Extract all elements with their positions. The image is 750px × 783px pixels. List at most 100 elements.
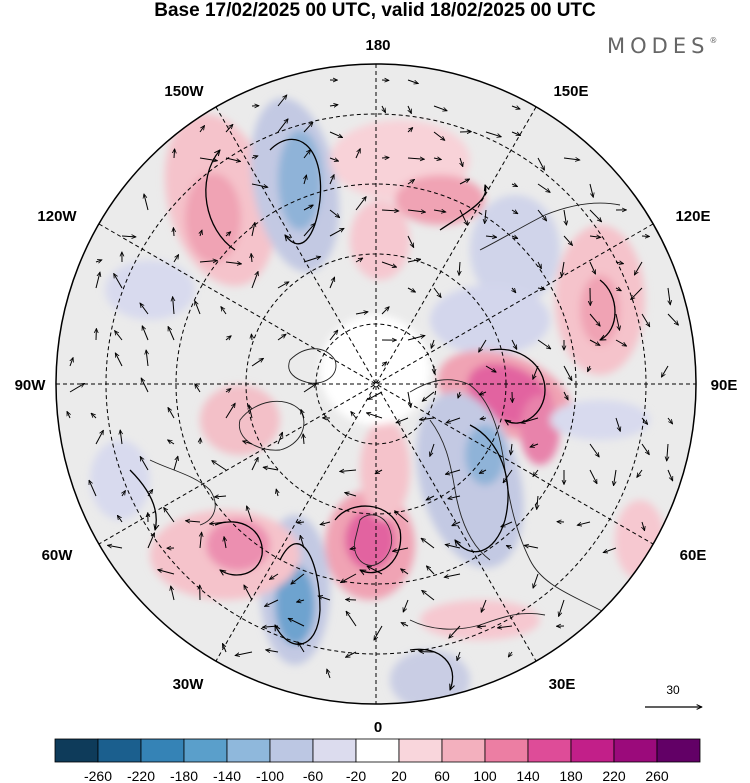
wind-arrow <box>304 175 307 185</box>
lon-label-120w: 120W <box>37 208 77 225</box>
wind-arrow <box>303 122 313 133</box>
wind-arrow <box>355 312 368 314</box>
colorbar-swatch <box>226 738 271 763</box>
wind-arrow <box>396 417 409 423</box>
wind-arrow <box>122 491 125 497</box>
wind-arrow <box>588 365 590 372</box>
colorbar-swatch <box>441 738 486 763</box>
wind-arrow <box>433 105 447 111</box>
wind-arrow <box>407 259 421 262</box>
wind-arrow <box>173 228 174 237</box>
wind-arrow <box>277 282 289 289</box>
wind-arrow <box>327 669 330 679</box>
wind-arrow <box>340 470 357 472</box>
registered-mark: ® <box>709 36 718 45</box>
wind-arrow <box>634 261 643 275</box>
wind-arrow <box>533 573 539 588</box>
wind-arrow <box>631 287 643 300</box>
wind-arrow <box>615 339 627 346</box>
wind-arrow <box>276 489 278 497</box>
wind-arrow <box>589 469 597 484</box>
wind-arrow <box>346 651 357 658</box>
colorbar-swatch <box>269 738 314 763</box>
wind-arrow <box>147 533 155 549</box>
wind-arrow <box>511 131 521 136</box>
wind-arrow <box>368 391 383 399</box>
wind-arrow <box>329 105 338 106</box>
wind-arrow <box>615 288 621 291</box>
wind-arrow <box>173 255 179 263</box>
wind-arrow <box>121 236 136 237</box>
wind-arrow <box>225 262 242 264</box>
wind-arrow <box>433 287 441 298</box>
wind-arrow <box>533 469 539 477</box>
wind-arrow <box>158 570 175 575</box>
wind-arrow <box>537 288 545 289</box>
wind-arrow <box>563 235 573 245</box>
wind-arrow <box>444 573 461 577</box>
wind-arrow <box>511 184 518 188</box>
wind-arrow <box>303 257 321 263</box>
wind-arrow <box>407 128 413 133</box>
wind-arrow <box>329 277 335 289</box>
wind-arrow <box>251 457 259 471</box>
wind-arrow <box>225 403 235 419</box>
wind-arrow <box>346 600 357 601</box>
wind-arrow <box>485 131 501 137</box>
wind-arrow <box>485 236 497 237</box>
wind-arrow <box>225 157 241 162</box>
colorbar-tick-label: -140 <box>213 768 241 783</box>
colorbar-tick-label: 140 <box>516 768 540 783</box>
wind-arrow <box>329 330 338 341</box>
wind-arrow <box>199 261 217 263</box>
wind-arrow <box>538 261 542 269</box>
wind-arrow <box>251 254 252 263</box>
wind-arrow <box>395 511 409 523</box>
colorbar-tick-label: 20 <box>391 768 407 783</box>
wind-arrow <box>537 209 547 221</box>
wind-arrow <box>667 417 673 424</box>
wind-arrow <box>291 573 305 584</box>
colorbar-swatch <box>613 738 658 763</box>
wind-arrow <box>235 651 253 656</box>
lon-label-30w: 30W <box>173 676 205 693</box>
wind-arrow <box>277 432 283 445</box>
wind-arrow <box>430 443 435 456</box>
modes-logo: MODES® <box>607 34 717 58</box>
wind-arrow <box>225 232 231 237</box>
wind-arrow <box>329 158 339 161</box>
wind-arrow <box>303 223 315 237</box>
wind-arrow <box>433 158 441 160</box>
colorbar-tick-label: -60 <box>303 768 323 783</box>
wind-arrow <box>479 392 487 395</box>
wind-arrow <box>210 522 227 524</box>
wind-arrow <box>426 566 435 575</box>
wind-arrow <box>355 149 361 159</box>
colorbar-tick-label: -20 <box>346 768 366 783</box>
wind-arrow <box>382 105 386 113</box>
wind-arrow <box>403 599 409 612</box>
lon-label-120e: 120E <box>675 208 710 225</box>
wind-arrow <box>117 515 123 523</box>
lon-label-180: 180 <box>365 37 390 54</box>
wind-arrow <box>355 258 363 263</box>
wind-arrow <box>615 417 620 431</box>
wind-arrow <box>485 365 496 372</box>
wind-arrow <box>355 197 366 211</box>
wind-arrow <box>460 157 463 167</box>
wind-arrow <box>320 522 331 525</box>
wind-arrow <box>199 157 217 161</box>
wind-arrow <box>251 358 264 367</box>
wind-arrow <box>115 353 123 367</box>
wind-arrow <box>375 469 383 474</box>
wind-arrow <box>481 599 487 612</box>
wind-arrow <box>223 643 227 653</box>
wind-arrow <box>614 469 617 486</box>
wind-arrow <box>537 157 545 170</box>
colorbar-tick-label: 60 <box>434 768 450 783</box>
wind-arrow <box>167 327 175 341</box>
wind-arrow <box>303 150 311 159</box>
wind-arrow <box>66 411 70 419</box>
wind-arrow <box>251 271 258 289</box>
wind-arrow <box>421 538 435 549</box>
